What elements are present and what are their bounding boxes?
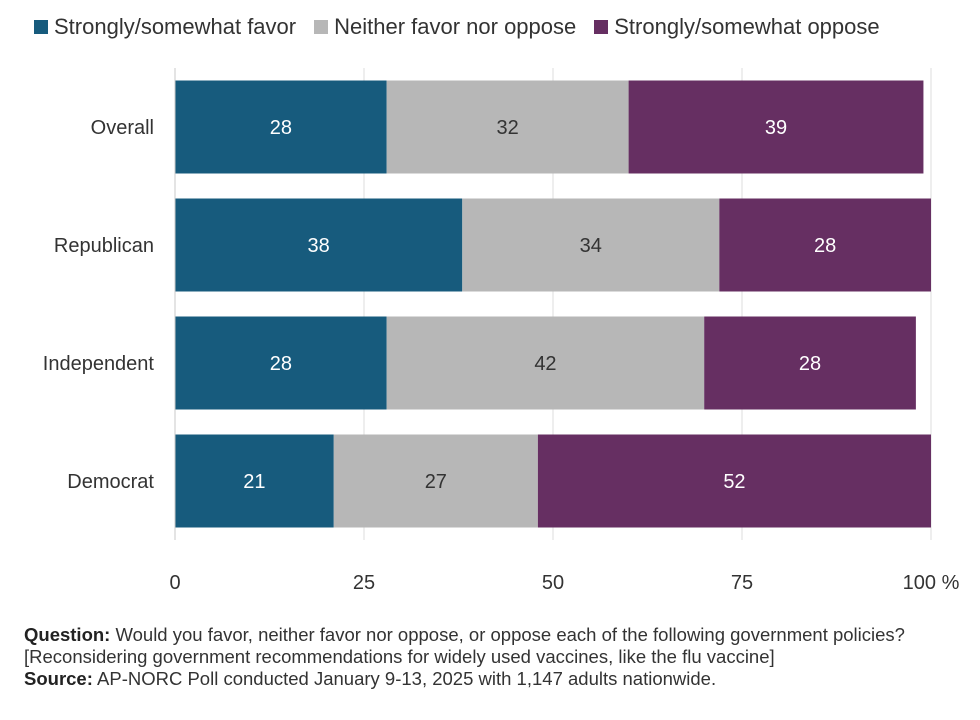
legend-item-oppose: Strongly/somewhat oppose (594, 14, 880, 40)
legend-item-favor: Strongly/somewhat favor (34, 14, 296, 40)
category-label-0: Overall (91, 117, 154, 139)
data-label-2-2: 28 (799, 353, 821, 375)
bar-0-1 (175, 198, 463, 292)
legend-item-neither: Neither favor nor oppose (314, 14, 576, 40)
data-label-0-0: 28 (270, 117, 292, 139)
category-label-3: Democrat (67, 471, 154, 493)
bar-0-2 (175, 316, 387, 410)
chart-notes: Question: Would you favor, neither favor… (24, 624, 964, 690)
legend-swatch-favor (34, 20, 48, 34)
category-label-1: Republican (54, 235, 154, 257)
legend-label-neither: Neither favor nor oppose (334, 14, 577, 39)
x-tick-label-4: 100 % (903, 572, 960, 594)
bar-0-0 (175, 80, 387, 174)
data-label-2-0: 39 (765, 117, 787, 139)
source-note: Source: AP-NORC Poll conducted January 9… (24, 668, 964, 690)
bar-2-2 (704, 316, 916, 410)
legend-label-oppose: Strongly/somewhat oppose (614, 14, 880, 39)
bar-1-3 (333, 434, 538, 528)
question-label: Question: (24, 624, 111, 645)
x-tick-label-0: 0 (169, 572, 180, 594)
data-label-1-1: 34 (580, 235, 602, 257)
bar-1-1 (462, 198, 720, 292)
data-label-1-3: 27 (425, 471, 447, 493)
legend-swatch-neither (314, 20, 329, 34)
legend: Strongly/somewhat favor Neither favor no… (34, 14, 880, 40)
source-label: Source: (24, 668, 93, 689)
bar-1-0 (386, 80, 629, 174)
x-tick-label-2: 50 (542, 572, 564, 594)
bar-2-0 (628, 80, 924, 174)
legend-swatch-oppose (594, 20, 609, 34)
stacked-bar-chart: 0 25 50 75 100 % Overall 28 32 39 Republican 38 34 2… (43, 68, 960, 594)
question-note: Question: Would you favor, neither favor… (24, 624, 964, 668)
bar-2-3 (537, 434, 931, 528)
category-label-2: Independent (43, 353, 155, 375)
data-label-0-2: 28 (270, 353, 292, 375)
data-label-1-2: 42 (534, 353, 556, 375)
data-label-1-0: 32 (497, 117, 519, 139)
data-label-0-3: 21 (243, 471, 265, 493)
question-text: Would you favor, neither favor nor oppos… (24, 624, 905, 667)
source-text: AP-NORC Poll conducted January 9-13, 202… (92, 668, 717, 689)
bar-1-2 (386, 316, 705, 410)
data-label-0-1: 38 (308, 235, 330, 257)
bar-2-1 (719, 198, 931, 292)
data-label-2-1: 28 (814, 235, 836, 257)
data-label-2-3: 52 (723, 471, 745, 493)
x-tick-label-1: 25 (353, 572, 375, 594)
legend-label-favor: Strongly/somewhat favor (54, 14, 297, 39)
bar-0-3 (175, 434, 334, 528)
x-tick-label-3: 75 (731, 572, 753, 594)
